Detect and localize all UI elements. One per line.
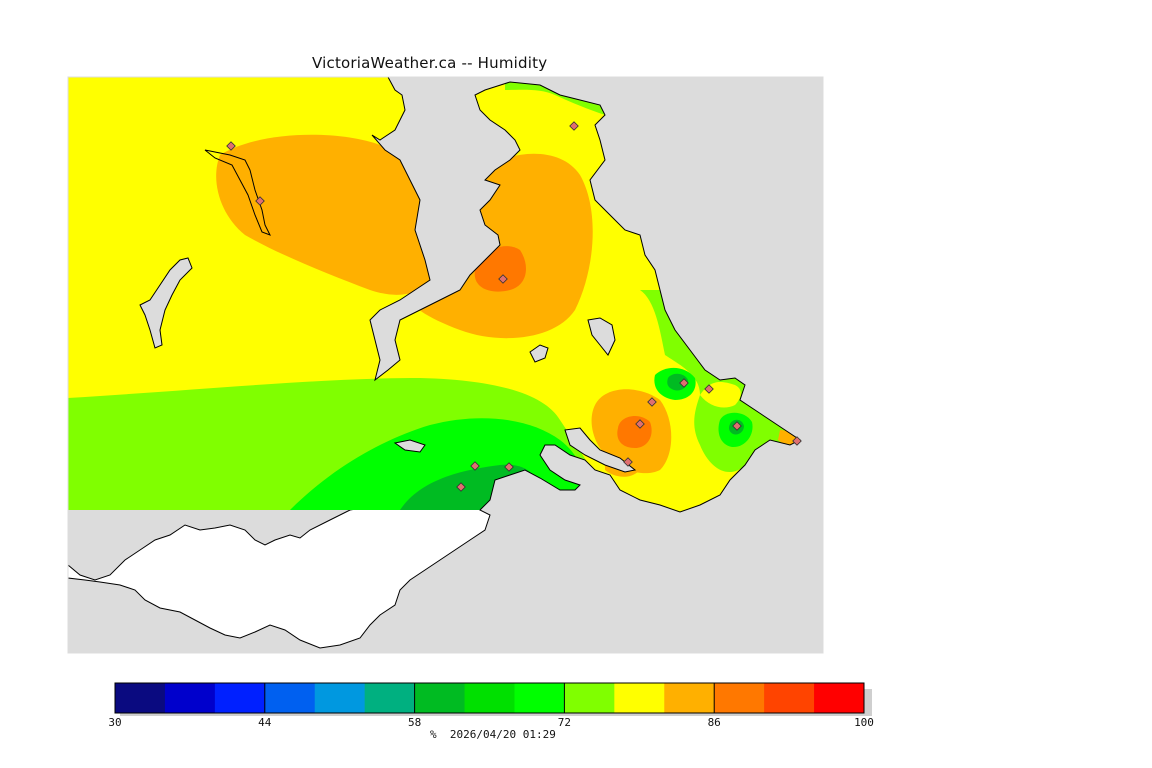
station-marker[interactable] — [623, 457, 633, 467]
colorbar-tick-label: 100 — [854, 716, 874, 729]
colorbar-segment — [714, 683, 765, 713]
colorbar-ticks — [114, 683, 865, 713]
units-label: % — [430, 728, 437, 741]
colorbar-segment — [564, 683, 615, 713]
station-marker[interactable] — [226, 141, 236, 151]
footer-units-time: % 2026/04/20 01:29 — [430, 728, 556, 741]
station-marker[interactable] — [255, 196, 265, 206]
colorbar-segment — [764, 683, 815, 713]
island — [139, 257, 193, 349]
island — [587, 317, 616, 356]
station-marker[interactable] — [456, 482, 466, 492]
map-frame — [67, 76, 824, 654]
timestamp: 2026/04/20 01:29 — [449, 728, 556, 741]
station-marker[interactable] — [704, 384, 714, 394]
station-markers — [226, 121, 802, 492]
colorbar-segment — [264, 683, 316, 713]
island — [393, 439, 426, 453]
colorbar — [114, 682, 865, 714]
unmapped-land — [67, 504, 491, 649]
station-marker[interactable] — [732, 421, 742, 431]
colorbar-segment — [814, 683, 865, 713]
colorbar-segment — [464, 683, 515, 713]
colorbar-segment — [664, 683, 715, 713]
station-marker[interactable] — [504, 462, 514, 472]
station-marker[interactable] — [498, 274, 508, 284]
colorbar-tick-label: 86 — [707, 716, 721, 729]
station-marker[interactable] — [569, 121, 579, 131]
map-title: VictoriaWeather.ca -- Humidity — [312, 54, 548, 72]
colorbar-tick-label: 30 — [108, 716, 122, 729]
colorbar-tick-label: 44 — [258, 716, 272, 729]
colorbar-segment — [115, 683, 166, 713]
island — [529, 344, 549, 363]
colorbar-segment — [314, 683, 366, 713]
colorbar-segment — [514, 683, 565, 713]
colorbar-segment — [214, 683, 266, 713]
colorbar-tick-label: 72 — [557, 716, 572, 729]
colorbar-segment — [164, 683, 216, 713]
coastline — [369, 76, 801, 513]
station-marker[interactable] — [792, 436, 802, 446]
colorbar-segment — [414, 683, 466, 713]
colorbar-segment — [614, 683, 665, 713]
colorbar-tick-label: 58 — [407, 716, 422, 729]
station-marker[interactable] — [679, 378, 689, 388]
station-marker[interactable] — [635, 419, 645, 429]
station-marker[interactable] — [647, 397, 657, 407]
station-marker[interactable] — [470, 461, 480, 471]
inlet — [204, 149, 272, 236]
island — [564, 427, 637, 473]
colorbar-segment — [364, 683, 416, 713]
